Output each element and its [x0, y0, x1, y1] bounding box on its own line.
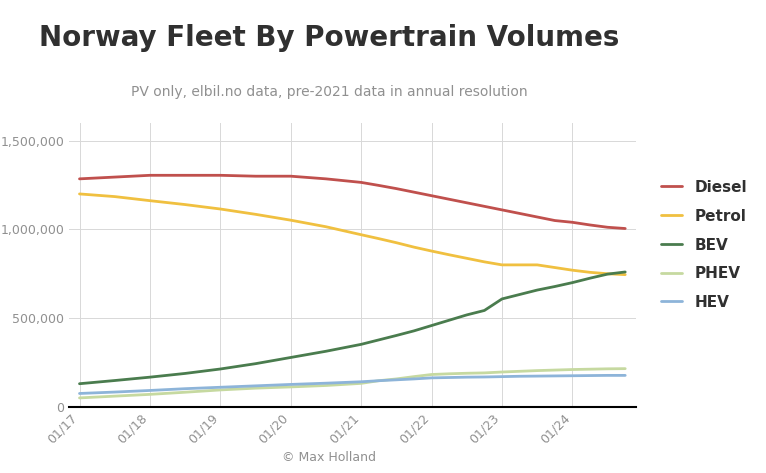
Legend: Diesel, Petrol, BEV, PHEV, HEV: Diesel, Petrol, BEV, PHEV, HEV — [655, 174, 753, 316]
Text: PV only, elbil.no data, pre-2021 data in annual resolution: PV only, elbil.no data, pre-2021 data in… — [131, 85, 528, 99]
Text: Norway Fleet By Powertrain Volumes: Norway Fleet By Powertrain Volumes — [39, 24, 620, 52]
Text: © Max Holland: © Max Holland — [283, 451, 376, 464]
